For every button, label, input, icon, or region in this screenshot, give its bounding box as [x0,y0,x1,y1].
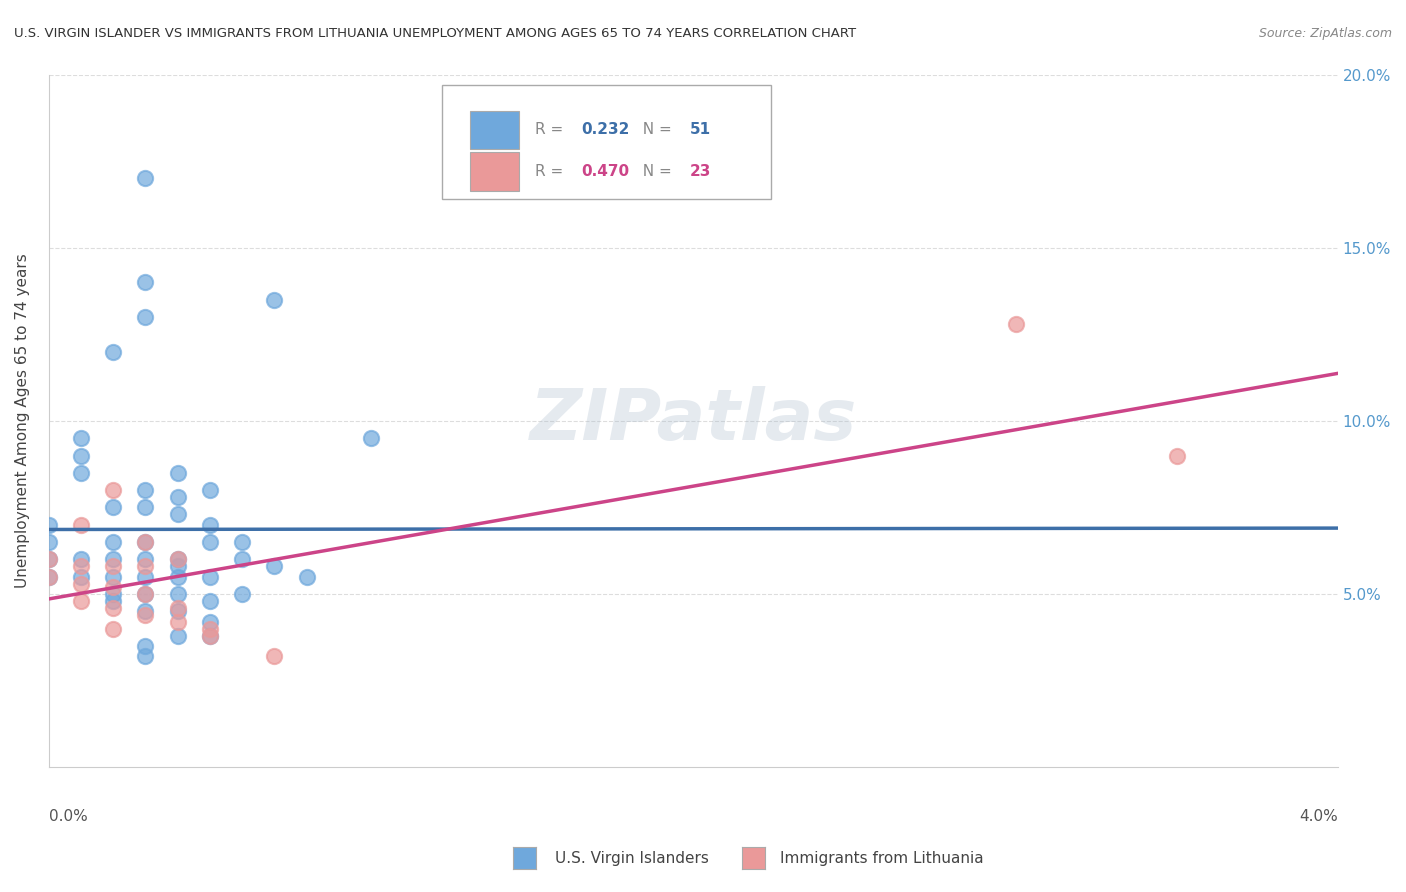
Point [70,552,93,566]
Point [38,552,60,566]
Point [166,604,188,618]
Point [1166,449,1188,463]
Point [134,587,156,601]
Point [263,649,285,664]
Point [166,629,188,643]
Point [38,570,60,584]
Point [134,559,156,574]
Text: N =: N = [633,164,676,179]
Text: 23: 23 [689,164,711,179]
Point [38,535,60,549]
Point [166,490,188,504]
Point [103,500,125,515]
Point [166,570,188,584]
Point [103,594,125,608]
Point [70,559,93,574]
Point [166,587,188,601]
Text: N =: N = [633,122,676,137]
Point [295,570,318,584]
FancyBboxPatch shape [470,153,519,191]
Point [166,552,188,566]
FancyBboxPatch shape [441,85,770,199]
Text: 51: 51 [689,122,710,137]
Point [134,276,156,290]
Point [198,594,221,608]
Point [134,535,156,549]
Point [103,622,125,636]
Text: Source: ZipAtlas.com: Source: ZipAtlas.com [1258,27,1392,40]
Point [198,535,221,549]
Point [38,570,60,584]
Point [360,431,382,445]
Point [70,576,93,591]
Point [166,559,188,574]
Point [198,483,221,498]
Point [103,580,125,594]
Point [166,508,188,522]
Point [166,601,188,615]
Point [166,552,188,566]
Text: 4.0%: 4.0% [1299,809,1337,824]
Text: U.S. Virgin Islanders: U.S. Virgin Islanders [555,851,709,865]
Point [134,552,156,566]
Point [134,171,156,186]
Point [70,449,93,463]
Point [70,594,93,608]
Point [103,559,125,574]
Point [263,559,285,574]
Point [134,570,156,584]
FancyBboxPatch shape [470,111,519,149]
Text: R =: R = [534,164,568,179]
Point [70,570,93,584]
Point [70,466,93,480]
Point [198,629,221,643]
Y-axis label: Unemployment Among Ages 65 to 74 years: Unemployment Among Ages 65 to 74 years [15,253,30,588]
Text: Immigrants from Lithuania: Immigrants from Lithuania [780,851,984,865]
Point [231,552,253,566]
Text: 0.232: 0.232 [581,122,630,137]
Text: 0.0%: 0.0% [49,809,87,824]
Point [134,500,156,515]
Point [231,535,253,549]
Point [70,431,93,445]
Point [166,466,188,480]
Point [103,344,125,359]
Text: R =: R = [534,122,568,137]
Point [134,310,156,324]
Point [103,570,125,584]
Point [103,535,125,549]
Text: 0.470: 0.470 [581,164,630,179]
Point [198,622,221,636]
Point [198,629,221,643]
Point [1004,317,1026,331]
Point [134,607,156,622]
Point [134,604,156,618]
Point [103,552,125,566]
Point [38,517,60,532]
Point [134,639,156,653]
Point [134,535,156,549]
Point [198,517,221,532]
Point [134,587,156,601]
Point [134,649,156,664]
Point [263,293,285,307]
Point [38,552,60,566]
Point [103,483,125,498]
Point [70,517,93,532]
Text: ZIPatlas: ZIPatlas [530,386,856,456]
Text: U.S. VIRGIN ISLANDER VS IMMIGRANTS FROM LITHUANIA UNEMPLOYMENT AMONG AGES 65 TO : U.S. VIRGIN ISLANDER VS IMMIGRANTS FROM … [14,27,856,40]
Point [198,570,221,584]
Point [231,587,253,601]
Point [134,483,156,498]
Point [166,615,188,629]
Point [103,587,125,601]
Point [103,601,125,615]
Point [198,615,221,629]
